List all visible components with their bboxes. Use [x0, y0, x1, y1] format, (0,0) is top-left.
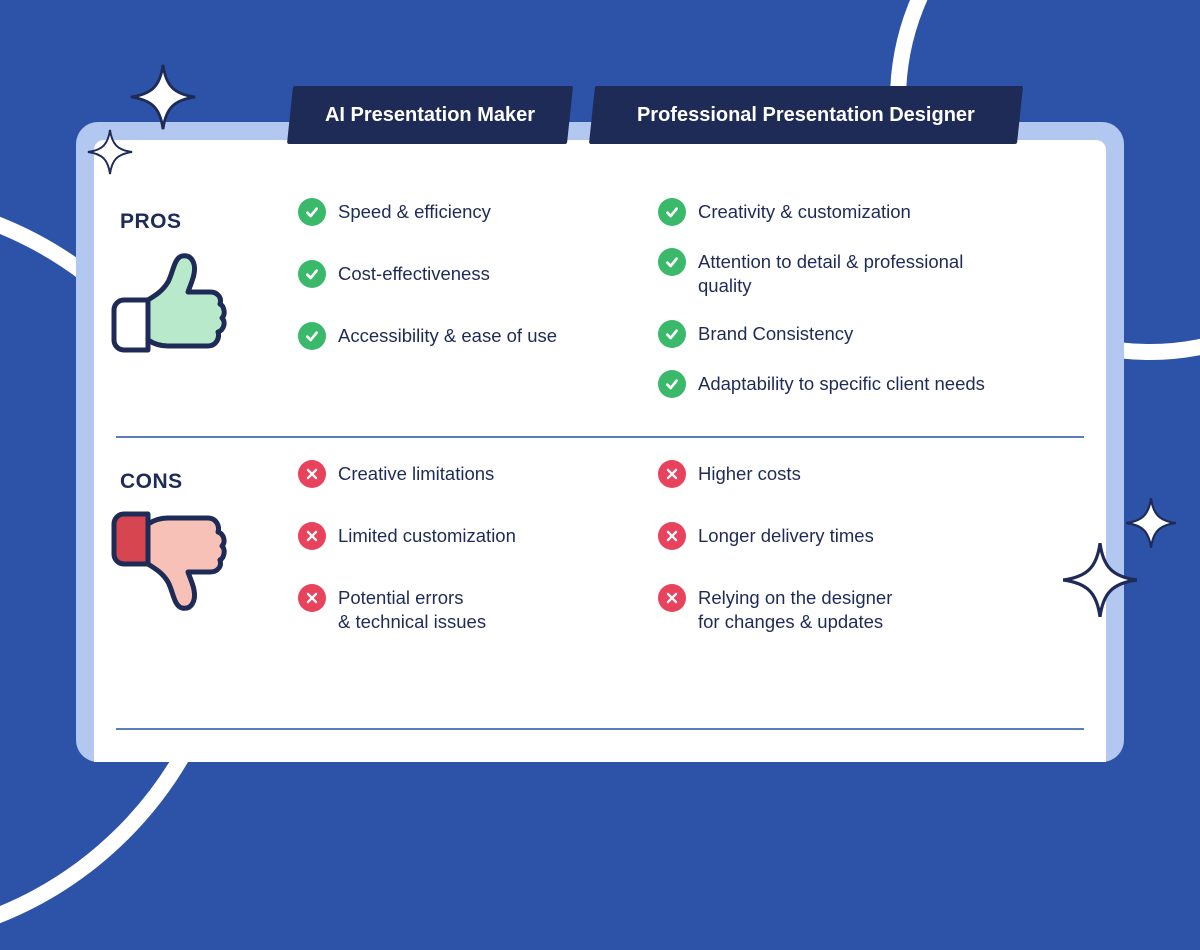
list-item: Speed & efficiency: [298, 198, 658, 226]
list-item: Potential errors& technical issues: [298, 584, 658, 634]
right-cons-list: Higher costs Longer delivery times Relying…: [658, 460, 1018, 634]
left-pros-list: Speed & efficiency Cost-effectiveness Acce…: [298, 198, 658, 350]
divider-line: [116, 436, 1084, 438]
list-item-label: Relying on the designerfor changes & upd…: [698, 584, 892, 634]
left-cons-list: Creative limitations Limited customizatio…: [298, 460, 658, 634]
header-tab-right: Professional Presentation Designer: [589, 86, 1023, 144]
cross-icon: [658, 460, 686, 488]
list-item: Limited customization: [298, 522, 658, 550]
list-item-label: Higher costs: [698, 460, 801, 486]
right-pros-list: Creativity & customization Attention to d…: [658, 198, 1018, 420]
comparison-card-outer: PROS CONS Speed & efficiency Cost-effecti…: [76, 122, 1124, 762]
list-item: Adaptability to specific client needs: [658, 370, 1018, 398]
list-item: Higher costs: [658, 460, 1018, 488]
cross-icon: [658, 522, 686, 550]
sparkle-icon: [1060, 540, 1140, 620]
list-item: Longer delivery times: [658, 522, 1018, 550]
header-tab-left-label: AI Presentation Maker: [325, 104, 535, 127]
divider-line: [116, 728, 1084, 730]
list-item-label: Longer delivery times: [698, 522, 874, 548]
thumbs-down-icon: [108, 502, 228, 622]
check-icon: [658, 198, 686, 226]
list-item-label: Creative limitations: [338, 460, 494, 486]
cross-icon: [658, 584, 686, 612]
header-tab-left: AI Presentation Maker: [287, 86, 573, 144]
sparkle-icon: [1124, 496, 1178, 550]
list-item-label: Brand Consistency: [698, 320, 853, 346]
list-item: Attention to detail & professional quali…: [658, 248, 1018, 298]
check-icon: [658, 370, 686, 398]
check-icon: [298, 198, 326, 226]
list-item-label: Attention to detail & professional quali…: [698, 248, 998, 298]
list-item-label: Creativity & customization: [698, 198, 911, 224]
pros-label: PROS: [120, 210, 270, 234]
list-item: Cost-effectiveness: [298, 260, 658, 288]
list-item: Brand Consistency: [658, 320, 1018, 348]
list-item-label: Speed & efficiency: [338, 198, 491, 224]
cross-icon: [298, 522, 326, 550]
list-item-label: Limited customization: [338, 522, 516, 548]
check-icon: [658, 320, 686, 348]
check-icon: [298, 260, 326, 288]
list-item: Creative limitations: [298, 460, 658, 488]
list-item-label: Potential errors& technical issues: [338, 584, 486, 634]
cross-icon: [298, 584, 326, 612]
header-tab-right-label: Professional Presentation Designer: [637, 104, 975, 127]
sparkle-icon: [128, 62, 198, 132]
list-item: Accessibility & ease of use: [298, 322, 658, 350]
list-item-label: Cost-effectiveness: [338, 260, 490, 286]
sparkle-icon: [86, 128, 134, 176]
check-icon: [298, 322, 326, 350]
thumbs-up-icon: [108, 242, 228, 362]
cross-icon: [298, 460, 326, 488]
comparison-card-inner: PROS CONS Speed & efficiency Cost-effecti…: [94, 140, 1106, 762]
list-item-label: Accessibility & ease of use: [338, 322, 557, 348]
check-icon: [658, 248, 686, 276]
list-item: Creativity & customization: [658, 198, 1018, 226]
list-item-label: Adaptability to specific client needs: [698, 370, 985, 396]
list-item: Relying on the designerfor changes & upd…: [658, 584, 1018, 634]
cons-label: CONS: [120, 470, 270, 494]
